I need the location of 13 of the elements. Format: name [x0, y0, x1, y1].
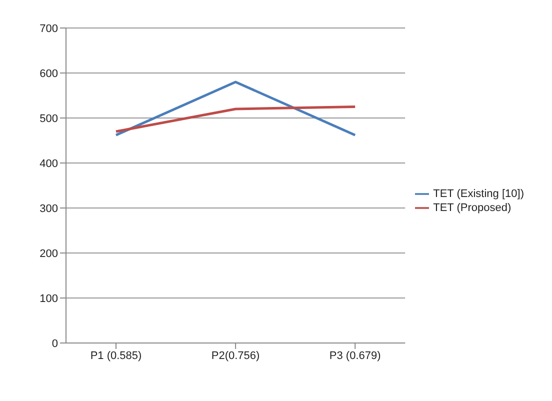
y-tick-label: 500	[40, 112, 58, 125]
y-tick-label: 200	[40, 248, 58, 260]
y-tick-label: 0	[52, 338, 58, 350]
x-tick-label: P1 (0.585)	[90, 350, 142, 362]
x-tick-label: P3 (0.679)	[329, 350, 381, 362]
y-tick-label: 700	[40, 22, 58, 35]
legend-label: TET (Proposed)	[433, 201, 512, 214]
x-tick-label: P2(0.756)	[211, 350, 260, 362]
y-tick-label: 300	[40, 202, 58, 215]
legend-label: TET (Existing [10])	[433, 187, 524, 200]
y-tick-label: 400	[40, 158, 58, 170]
y-tick-label: 100	[40, 292, 58, 305]
y-tick-label: 600	[40, 68, 58, 80]
